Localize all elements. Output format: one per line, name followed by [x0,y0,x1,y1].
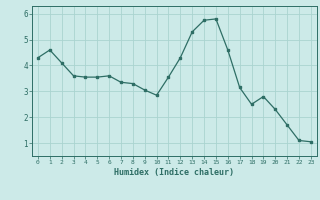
X-axis label: Humidex (Indice chaleur): Humidex (Indice chaleur) [115,168,234,177]
